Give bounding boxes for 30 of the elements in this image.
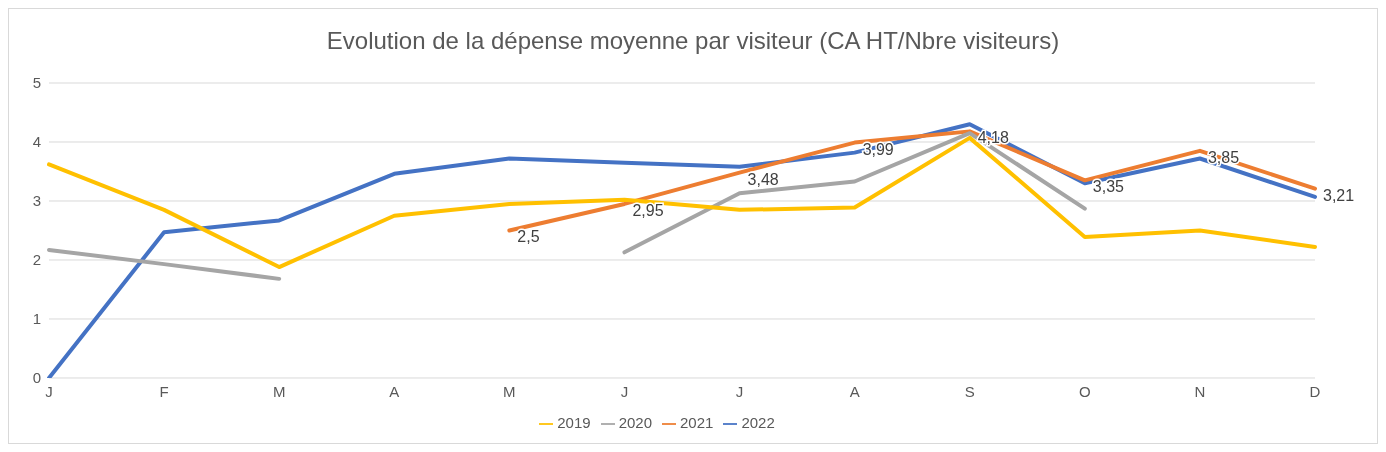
x-tick-label: J [620, 382, 629, 400]
x-tick-label: M [272, 382, 286, 400]
x-tick-label: S [964, 382, 975, 400]
y-tick-label: 5 [32, 74, 41, 92]
y-tick-label: 1 [32, 310, 41, 328]
legend-label: 2020 [618, 413, 652, 431]
data-label: 3,35 [1092, 178, 1125, 196]
x-tick-label: J [735, 382, 744, 400]
x-tick-label: M [503, 382, 516, 400]
data-label: 3,21 [1323, 186, 1355, 204]
x-tick-label: J [45, 382, 53, 400]
x-tick-label: O [1078, 382, 1091, 400]
y-tick-label: 2 [32, 251, 41, 269]
data-label: 3,48 [747, 170, 779, 188]
legend-label: 2022 [741, 413, 775, 431]
y-tick-label: 4 [32, 133, 41, 151]
x-tick-label: A [849, 382, 860, 400]
y-tick-label: 0 [32, 369, 41, 387]
data-label: 2,5 [517, 228, 540, 246]
legend-label: 2019 [557, 413, 591, 431]
line-series [47, 122, 1317, 378]
legend-label: 2021 [680, 413, 714, 431]
data-label: 2,95 [632, 201, 664, 219]
x-tick-label: N [1194, 382, 1206, 400]
x-tick-label: D [1309, 382, 1321, 400]
chart-title: Evolution de la dépense moyenne par visiteur (CA HT/Nbre visiteurs) [325, 26, 1061, 56]
y-tick-label: 3 [32, 192, 41, 210]
x-tick-label: A [389, 382, 400, 400]
x-tick-label: F [159, 382, 169, 400]
data-label: 4,18 [977, 129, 1009, 147]
